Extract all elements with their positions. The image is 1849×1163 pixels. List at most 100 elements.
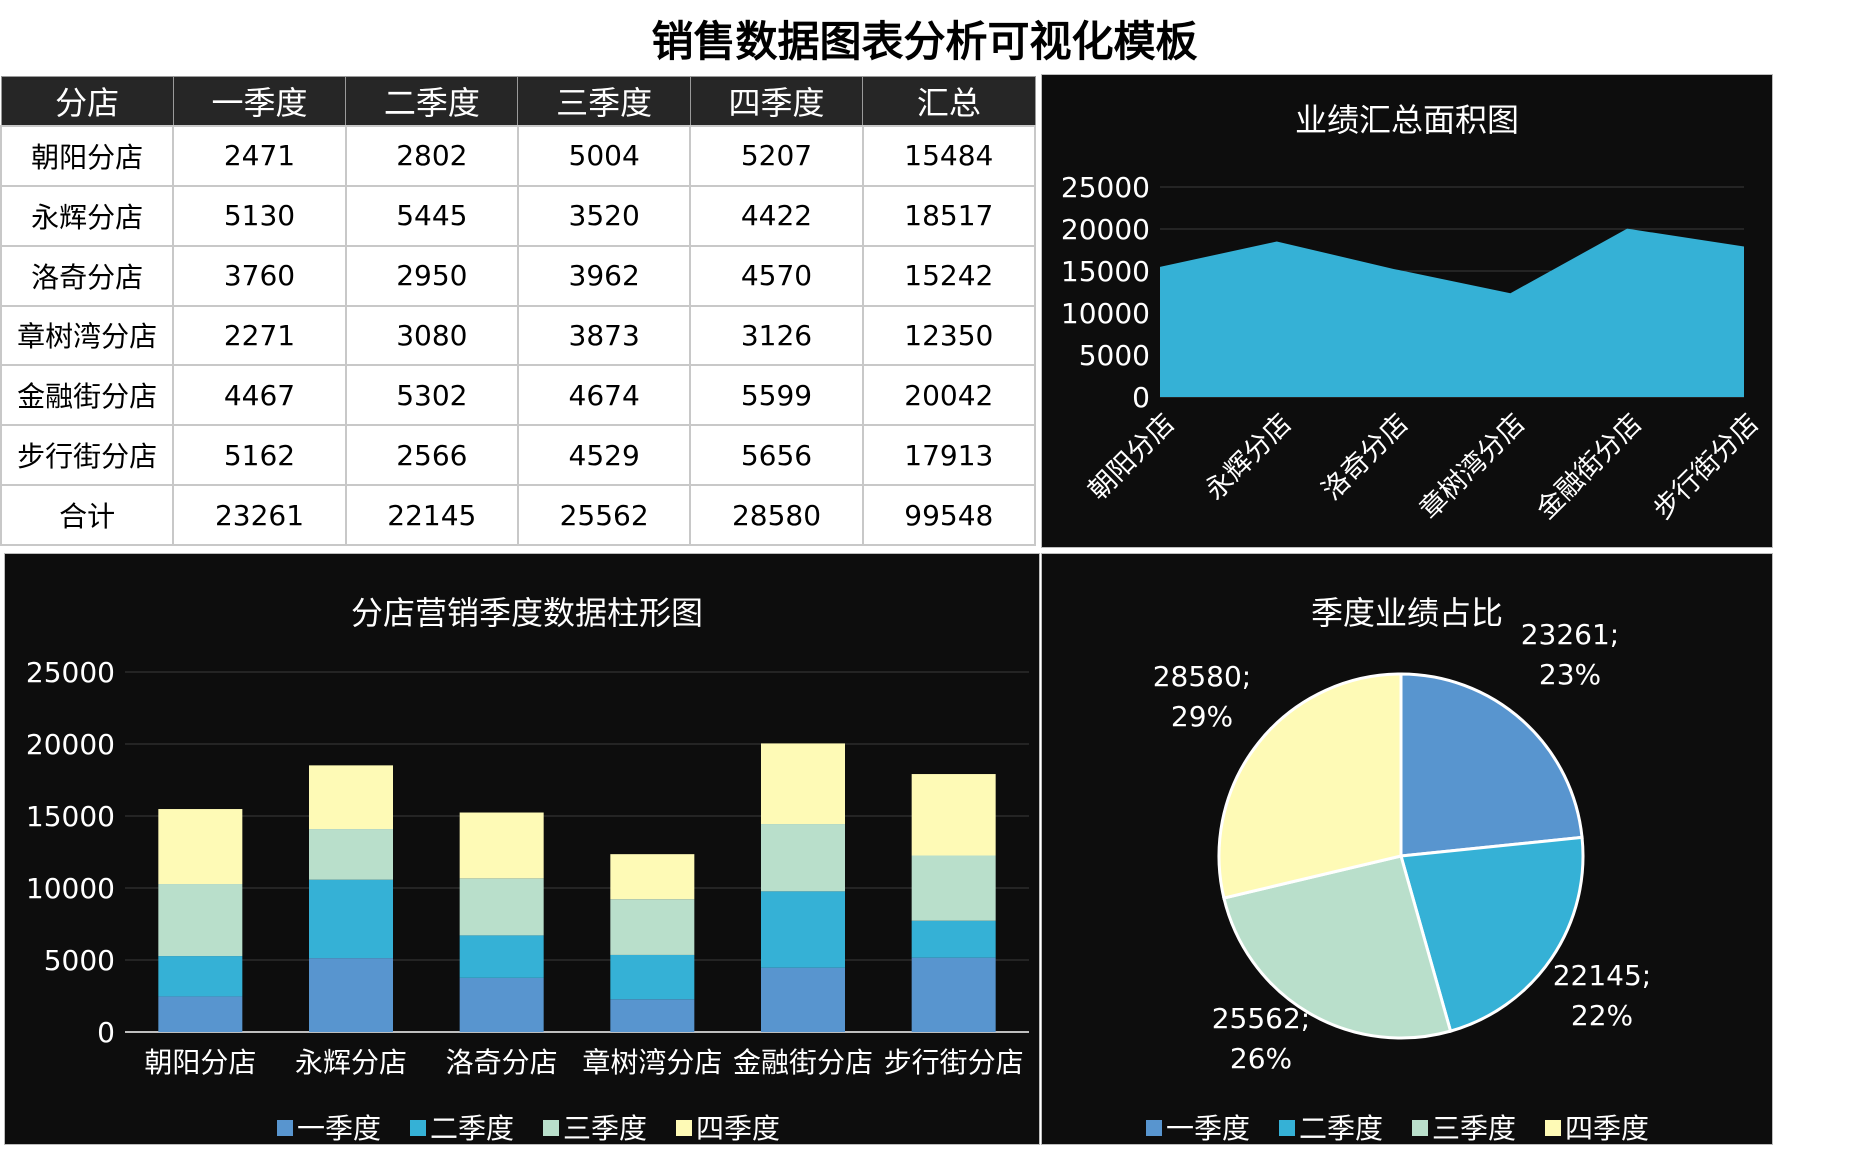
legend-label: 二季度 xyxy=(1299,1112,1383,1144)
x-tick-label: 洛奇分店 xyxy=(1316,408,1414,506)
legend-swatch xyxy=(1146,1120,1162,1136)
pie-slice xyxy=(1222,854,1453,1040)
bar-segment xyxy=(158,996,243,1032)
table-header-cell: 汇总 xyxy=(862,76,1036,127)
table-cell: 15484 xyxy=(861,125,1037,187)
bar-segment xyxy=(158,956,243,997)
y-tick-label: 0 xyxy=(1132,381,1150,414)
table-cell: 2950 xyxy=(344,244,519,307)
pie-data-label: 23% xyxy=(1539,658,1601,691)
table-cell: 5445 xyxy=(344,184,519,247)
chart-title: 分店营销季度数据柱形图 xyxy=(351,594,703,632)
x-tick-label: 章树湾分店 xyxy=(1414,408,1531,525)
table-cell: 5302 xyxy=(344,364,519,427)
y-tick-label: 5000 xyxy=(1079,339,1150,372)
legend-swatch xyxy=(277,1120,293,1136)
table-cell: 3760 xyxy=(172,244,347,307)
x-tick-label: 步行街分店 xyxy=(884,1046,1024,1079)
x-tick-label: 永辉分店 xyxy=(1199,408,1297,506)
table-cell: 20042 xyxy=(861,364,1037,427)
table-cell: 3080 xyxy=(344,304,519,367)
bar-segment xyxy=(761,824,845,892)
table-cell: 4674 xyxy=(516,364,692,427)
y-tick-label: 10000 xyxy=(26,872,115,905)
legend-label: 四季度 xyxy=(1565,1112,1649,1144)
legend-label: 一季度 xyxy=(297,1112,381,1144)
table-cell: 18517 xyxy=(861,184,1037,247)
table-cell: 12350 xyxy=(861,304,1037,367)
table-cell: 2271 xyxy=(172,304,347,367)
y-tick-label: 15000 xyxy=(1061,255,1150,288)
bar-segment xyxy=(761,891,845,968)
bar-segment xyxy=(158,809,243,885)
table-body: 朝阳分店 2471 2802 5004 5207 15484 永辉分店 5130 5445 352… xyxy=(0,125,1037,546)
table-cell: 3126 xyxy=(689,304,864,367)
table-header-cell: 二季度 xyxy=(345,76,519,127)
pie-slice xyxy=(1399,672,1584,858)
bar-segment xyxy=(309,829,393,880)
table-header-cell: 四季度 xyxy=(689,76,864,127)
legend-swatch xyxy=(1545,1120,1561,1136)
table-cell: 5599 xyxy=(689,364,864,427)
table-row: 洛奇分店 3760 2950 3962 4570 15242 xyxy=(0,244,1037,307)
table-cell: 洛奇分店 xyxy=(0,244,175,307)
bar-segment xyxy=(459,812,544,879)
x-tick-label: 朝阳分店 xyxy=(144,1046,256,1079)
table-header-cell: 一季度 xyxy=(172,76,347,127)
bar-segment xyxy=(911,774,996,856)
table-cell: 5004 xyxy=(516,125,692,187)
pie-chart-panel: 季度业绩占比 23261; 23% 22145; 22% 25562; 26% 28580; 2… xyxy=(1041,553,1773,1145)
table-cell: 23261 xyxy=(172,484,347,546)
legend-label: 三季度 xyxy=(563,1112,647,1144)
table-cell: 2566 xyxy=(344,424,519,487)
table-row: 章树湾分店 2271 3080 3873 3126 12350 xyxy=(0,304,1037,367)
table-cell: 3873 xyxy=(516,304,692,367)
bar-segment xyxy=(459,935,544,978)
pie-data-label: 25562; xyxy=(1212,1002,1311,1035)
pie-data-label: 28580; xyxy=(1153,660,1252,693)
table-cell: 2802 xyxy=(344,125,519,187)
legend-swatch xyxy=(676,1120,692,1136)
bar-segment xyxy=(761,967,845,1032)
x-tick-label: 朝阳分店 xyxy=(1083,408,1181,506)
table-cell: 章树湾分店 xyxy=(0,304,175,367)
table-cell: 金融街分店 xyxy=(0,364,175,427)
table-cell: 99548 xyxy=(861,484,1037,546)
bar-segment xyxy=(309,958,393,1032)
y-tick-label: 20000 xyxy=(1061,213,1150,246)
table-cell: 5130 xyxy=(172,184,347,247)
legend-swatch xyxy=(543,1120,559,1136)
pie-data-label: 29% xyxy=(1171,700,1233,733)
pie-data-label: 22145; xyxy=(1553,959,1652,992)
x-tick-label: 章树湾分店 xyxy=(582,1046,722,1079)
pie-data-label: 23261; xyxy=(1521,618,1620,651)
table-cell: 永辉分店 xyxy=(0,184,175,247)
table-cell: 5207 xyxy=(689,125,864,187)
legend-label: 四季度 xyxy=(696,1112,780,1144)
x-tick-label: 洛奇分店 xyxy=(446,1046,558,1079)
bar-segment xyxy=(309,765,393,830)
table-cell: 25562 xyxy=(516,484,692,546)
y-tick-label: 5000 xyxy=(44,944,115,977)
bar-chart-panel: 分店营销季度数据柱形图 0 5000 10000 15000 20000 25000 朝阳分店… xyxy=(4,553,1040,1145)
bar-segment xyxy=(610,854,695,900)
y-tick-label: 20000 xyxy=(26,728,115,761)
legend-label: 二季度 xyxy=(430,1112,514,1144)
table-row: 永辉分店 5130 5445 3520 4422 18517 xyxy=(0,184,1037,247)
chart-title: 季度业绩占比 xyxy=(1311,594,1503,632)
table-cell: 3520 xyxy=(516,184,692,247)
bar-segment xyxy=(911,855,996,921)
table-row: 朝阳分店 2471 2802 5004 5207 15484 xyxy=(0,125,1037,187)
bar-segment xyxy=(610,899,695,955)
table-header-cell: 分店 xyxy=(0,76,174,127)
y-tick-label: 25000 xyxy=(1061,171,1150,204)
x-tick-label: 金融街分店 xyxy=(1531,408,1648,525)
x-tick-label: 步行街分店 xyxy=(1648,408,1765,525)
pie-data-label: 26% xyxy=(1230,1042,1292,1075)
table-cell: 3962 xyxy=(516,244,692,307)
table-cell: 5656 xyxy=(689,424,864,487)
table-cell: 15242 xyxy=(861,244,1037,307)
y-tick-label: 10000 xyxy=(1061,297,1150,330)
table-cell: 17913 xyxy=(861,424,1037,487)
x-tick-label: 金融街分店 xyxy=(733,1046,873,1079)
